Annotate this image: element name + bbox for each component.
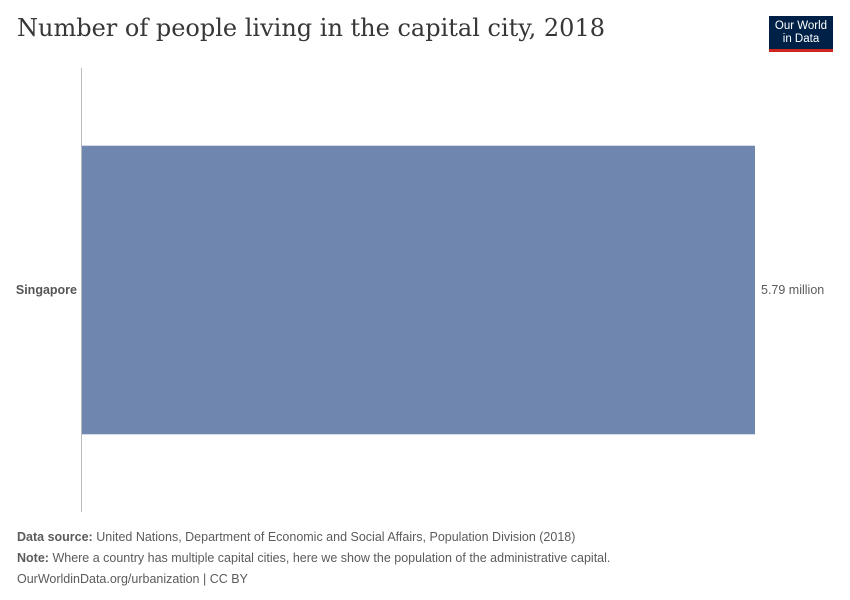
- bar[interactable]: [82, 145, 755, 435]
- note-line: Note: Where a country has multiple capit…: [17, 548, 837, 569]
- bar-chart: Singapore 5.79 million: [16, 68, 824, 512]
- attribution-link[interactable]: OurWorldinData.org/urbanization | CC BY: [17, 572, 248, 586]
- chart-title: Number of people living in the capital c…: [17, 14, 605, 42]
- data-source-line: Data source: United Nations, Department …: [17, 527, 837, 548]
- data-source-label: Data source:: [17, 530, 93, 544]
- value-label: 5.79 million: [761, 283, 824, 297]
- note-text: Where a country has multiple capital cit…: [52, 551, 611, 565]
- category-label: Singapore: [16, 283, 77, 297]
- logo-line-1: Our World: [774, 20, 828, 32]
- data-source-text: United Nations, Department of Economic a…: [96, 530, 576, 544]
- note-label: Note:: [17, 551, 49, 565]
- chart-footer: Data source: United Nations, Department …: [17, 527, 837, 590]
- owid-logo[interactable]: Our World in Data: [769, 16, 833, 52]
- logo-line-2: in Data: [782, 33, 820, 45]
